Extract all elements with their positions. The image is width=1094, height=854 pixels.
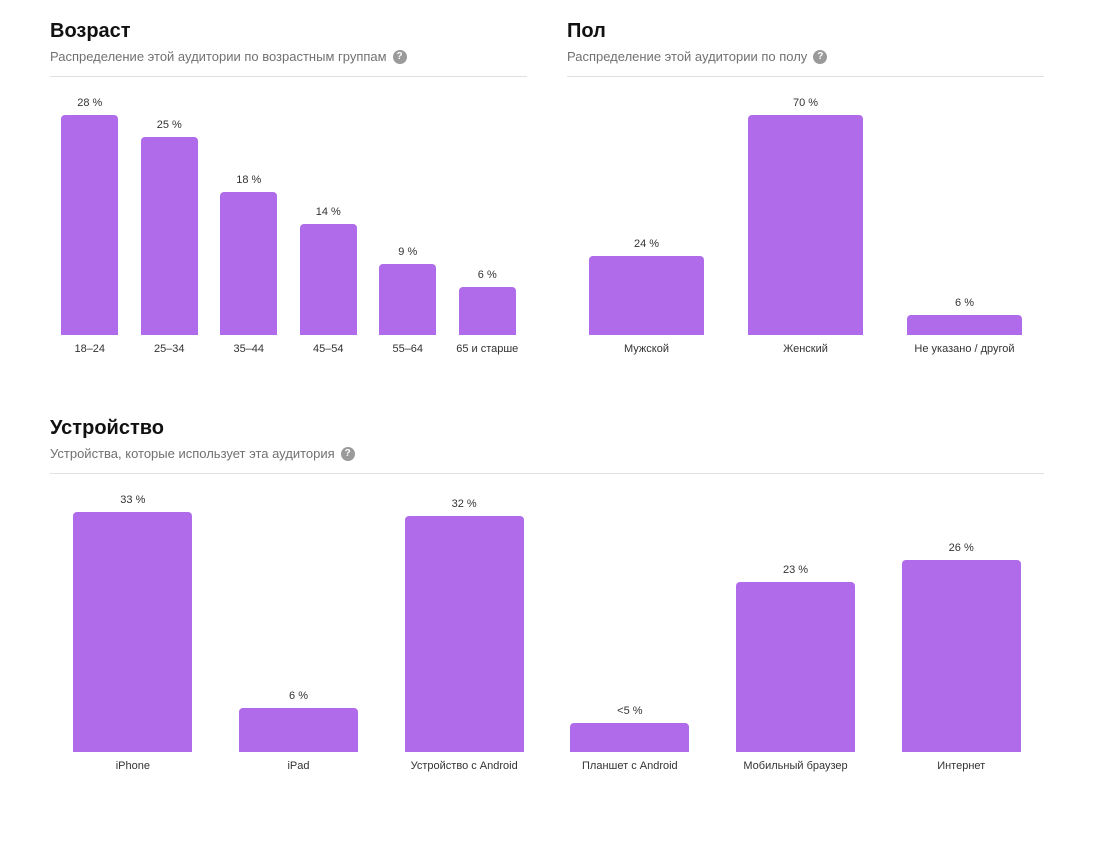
bar-col: 33 % iPhone (50, 494, 216, 774)
bar-col: 24 % Мужской (567, 97, 726, 357)
age-panel: Возраст Распределение этой аудитории по … (50, 20, 527, 357)
bar-category-label: iPhone (116, 760, 150, 774)
bar-wrap: 23 % (713, 494, 879, 752)
bar (239, 708, 358, 752)
bar (459, 287, 516, 335)
bar-col: 6 % iPad (216, 494, 382, 774)
bar-category-label: 25–34 (154, 343, 185, 357)
bar-value-label: 24 % (634, 238, 659, 250)
bar-wrap: 24 % (567, 97, 726, 335)
device-panel-header: Устройство Устройства, которые используе… (50, 417, 1044, 474)
device-title: Устройство (50, 417, 1044, 440)
device-panel: Устройство Устройства, которые используе… (50, 417, 1044, 774)
bar-value-label: <5 % (617, 705, 642, 717)
bar-category-label: Устройство с Android (411, 760, 518, 774)
bar-col: 70 % Женский (726, 97, 885, 357)
bar-wrap: 33 % (50, 494, 216, 752)
bar-wrap: 25 % (130, 97, 210, 335)
device-bar-chart: 33 % iPhone 6 % iPad 32 % Устройство с Androi… (50, 494, 1044, 774)
bar-col: 26 % Интернет (878, 494, 1044, 774)
bar-wrap: 70 % (726, 97, 885, 335)
bar (220, 192, 277, 335)
bar-value-label: 70 % (793, 97, 818, 109)
bar-value-label: 18 % (236, 174, 261, 186)
bar-col: 28 % 18–24 (50, 97, 130, 357)
bar-value-label: 26 % (949, 542, 974, 554)
bar-category-label: Мужской (624, 343, 669, 357)
bar-col: 18 % 35–44 (209, 97, 289, 357)
bar-category-label: 55–64 (392, 343, 423, 357)
bar-value-label: 33 % (120, 494, 145, 506)
bar-category-label: 45–54 (313, 343, 344, 357)
bar (748, 115, 862, 335)
bar-col: 9 % 55–64 (368, 97, 448, 357)
bar (61, 115, 118, 335)
bar-value-label: 14 % (316, 206, 341, 218)
bar-value-label: 6 % (289, 690, 308, 702)
bar-value-label: 23 % (783, 564, 808, 576)
bar-value-label: 6 % (478, 269, 497, 281)
gender-title: Пол (567, 20, 1044, 43)
bar-wrap: 6 % (448, 97, 528, 335)
bar-wrap: 14 % (289, 97, 369, 335)
bar (73, 512, 192, 752)
bar-category-label: iPad (287, 760, 309, 774)
bar-category-label: 18–24 (74, 343, 105, 357)
bar-col: 23 % Мобильный браузер (713, 494, 879, 774)
device-subtitle: Устройства, которые использует эта аудит… (50, 446, 335, 461)
bar-wrap: 26 % (878, 494, 1044, 752)
bar-value-label: 28 % (77, 97, 102, 109)
bar (589, 256, 703, 335)
bar (405, 516, 524, 752)
bar-value-label: 9 % (398, 246, 417, 258)
bar (141, 137, 198, 335)
age-title: Возраст (50, 20, 527, 43)
bar-col: <5 % Планшет с Android (547, 494, 713, 774)
bar-wrap: 6 % (216, 494, 382, 752)
help-icon[interactable]: ? (341, 447, 355, 461)
age-bar-chart: 28 % 18–24 25 % 25–34 18 % 35–44 14 % 45–54 9 % 5… (50, 97, 527, 357)
age-subtitle: Распределение этой аудитории по возрастн… (50, 49, 387, 64)
bar-wrap: 28 % (50, 97, 130, 335)
bar (902, 560, 1021, 752)
bar-col: 6 % 65 и старше (448, 97, 528, 357)
gender-panel-header: Пол Распределение этой аудитории по полу… (567, 20, 1044, 77)
bar-category-label: 65 и старше (456, 343, 518, 357)
bar-wrap: 9 % (368, 97, 448, 335)
gender-panel: Пол Распределение этой аудитории по полу… (567, 20, 1044, 357)
bar-category-label: Мобильный браузер (743, 760, 847, 774)
bar-wrap: 6 % (885, 97, 1044, 335)
bar (736, 582, 855, 752)
bar-category-label: Планшет с Android (582, 760, 678, 774)
bar-col: 6 % Не указано / другой (885, 97, 1044, 357)
help-icon[interactable]: ? (393, 50, 407, 64)
bar-category-label: 35–44 (233, 343, 264, 357)
bar-category-label: Женский (783, 343, 828, 357)
bar (379, 264, 436, 335)
gender-bar-chart: 24 % Мужской 70 % Женский 6 % Не указано / др… (567, 97, 1044, 357)
bar (300, 224, 357, 335)
bar-wrap: 32 % (381, 494, 547, 752)
age-panel-header: Возраст Распределение этой аудитории по … (50, 20, 527, 77)
bar-col: 14 % 45–54 (289, 97, 369, 357)
bar-value-label: 32 % (452, 498, 477, 510)
help-icon[interactable]: ? (813, 50, 827, 64)
bar-col: 32 % Устройство с Android (381, 494, 547, 774)
bar (570, 723, 689, 752)
bar (907, 315, 1021, 335)
bar-col: 25 % 25–34 (130, 97, 210, 357)
bar-value-label: 6 % (955, 297, 974, 309)
bar-value-label: 25 % (157, 119, 182, 131)
bar-wrap: 18 % (209, 97, 289, 335)
bar-category-label: Не указано / другой (914, 343, 1014, 357)
gender-subtitle: Распределение этой аудитории по полу (567, 49, 807, 64)
bar-category-label: Интернет (937, 760, 985, 774)
bar-wrap: <5 % (547, 494, 713, 752)
